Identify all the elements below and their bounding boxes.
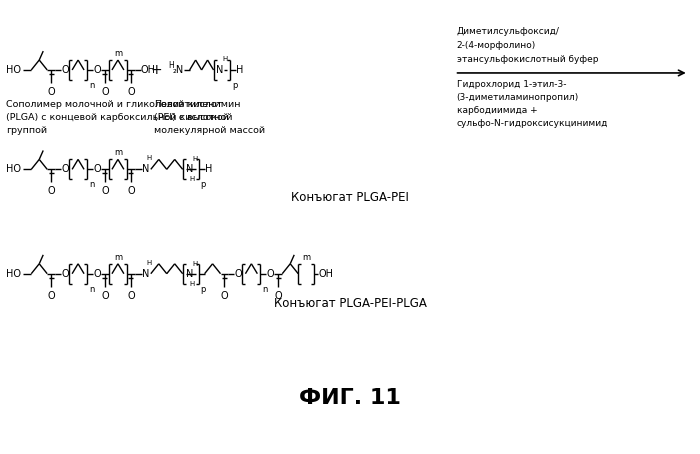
Text: H: H (237, 65, 244, 75)
Text: N: N (216, 65, 223, 75)
Text: O: O (220, 291, 228, 301)
Text: m: m (114, 253, 122, 262)
Text: молекулярной массой: молекулярной массой (154, 126, 265, 135)
Text: H: H (223, 56, 228, 62)
Text: HO: HO (6, 65, 22, 75)
Text: H: H (147, 155, 152, 162)
Text: O: O (127, 291, 134, 301)
Text: ₂N: ₂N (173, 65, 184, 75)
Text: O: O (48, 87, 55, 97)
Text: O: O (127, 186, 134, 196)
Text: O: O (61, 65, 69, 75)
Text: N: N (142, 164, 149, 174)
Text: (PLGA) с концевой карбоксильной кислотной: (PLGA) с концевой карбоксильной кислотно… (6, 113, 233, 122)
Text: H: H (190, 176, 195, 183)
Text: O: O (102, 291, 108, 301)
Text: карбодиимида +: карбодиимида + (456, 106, 537, 115)
Text: сульфо-N-гидроксисукцинимид: сульфо-N-гидроксисукцинимид (456, 118, 608, 128)
Text: Конъюгат PLGA-PEI: Конъюгат PLGA-PEI (291, 191, 409, 204)
Text: +: + (151, 63, 162, 77)
Text: этансульфокислотный буфер: этансульфокислотный буфер (456, 55, 598, 64)
Text: (PEI) с высокой: (PEI) с высокой (154, 113, 229, 122)
Text: O: O (274, 291, 282, 301)
Text: H: H (193, 156, 198, 163)
Text: группой: группой (6, 126, 48, 135)
Text: O: O (93, 65, 101, 75)
Text: m: m (114, 148, 122, 158)
Text: n: n (89, 285, 95, 294)
Text: O: O (48, 186, 55, 196)
Text: p: p (201, 285, 206, 294)
Text: p: p (232, 81, 238, 90)
Text: n: n (89, 81, 95, 90)
Text: HO: HO (6, 164, 22, 174)
Text: H: H (204, 164, 212, 174)
Text: 2-(4-морфолино): 2-(4-морфолино) (456, 41, 536, 50)
Text: O: O (61, 164, 69, 174)
Text: O: O (48, 291, 55, 301)
Text: H: H (169, 61, 174, 70)
Text: Гидрохлорид 1-этил-3-: Гидрохлорид 1-этил-3- (456, 80, 566, 89)
Text: (3-диметиламинопропил): (3-диметиламинопропил) (456, 93, 579, 102)
Text: n: n (89, 180, 95, 189)
Text: O: O (102, 186, 108, 196)
Text: Полиэтиленимин: Полиэтиленимин (154, 100, 240, 109)
Text: O: O (102, 87, 108, 97)
Text: Сополимер молочной и гликолевой кислот: Сополимер молочной и гликолевой кислот (6, 100, 223, 109)
Text: HO: HO (6, 269, 22, 279)
Text: H: H (190, 281, 195, 286)
Text: OH: OH (141, 65, 156, 75)
Text: OH: OH (318, 269, 333, 279)
Text: Конъюгат PLGA-PEI-PLGA: Конъюгат PLGA-PEI-PLGA (274, 297, 426, 310)
Text: p: p (201, 180, 206, 189)
Text: m: m (114, 49, 122, 58)
Text: n: n (262, 285, 267, 294)
Text: O: O (93, 269, 101, 279)
Text: O: O (127, 87, 134, 97)
Text: N: N (186, 269, 193, 279)
Text: N: N (186, 164, 193, 174)
Text: Диметилсульфоксид/: Диметилсульфоксид/ (456, 27, 559, 36)
Text: m: m (302, 253, 310, 262)
Text: ФИГ. 11: ФИГ. 11 (299, 388, 401, 408)
Text: O: O (234, 269, 242, 279)
Text: O: O (266, 269, 274, 279)
Text: H: H (147, 260, 152, 266)
Text: O: O (93, 164, 101, 174)
Text: O: O (61, 269, 69, 279)
Text: H: H (193, 261, 198, 267)
Text: N: N (142, 269, 149, 279)
